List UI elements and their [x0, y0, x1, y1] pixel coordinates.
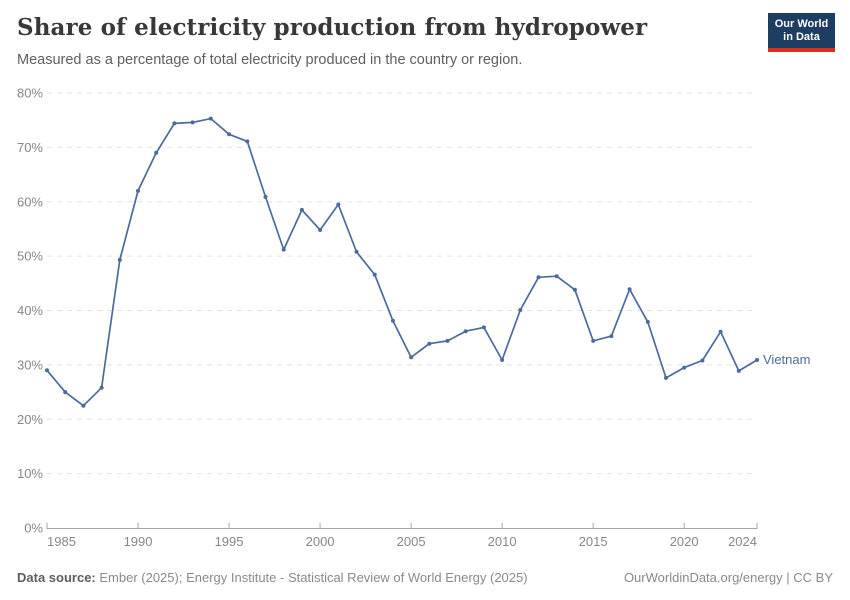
data-point — [208, 116, 213, 121]
data-point — [682, 365, 687, 370]
x-tick-label-2020: 2020 — [670, 534, 699, 549]
data-point — [700, 358, 705, 363]
data-point — [718, 329, 723, 334]
y-tick-label-60: 60% — [17, 194, 43, 209]
data-source-note: Data source: Ember (2025); Energy Instit… — [17, 570, 528, 585]
license-note: OurWorldinData.org/energy | CC BY — [623, 570, 833, 585]
data-point — [299, 207, 304, 212]
x-tick-label-1990: 1990 — [124, 534, 153, 549]
series-line-vietnam — [46, 117, 758, 407]
x-tick-label-2015: 2015 — [579, 534, 608, 549]
data-point — [245, 139, 250, 144]
data-point — [117, 257, 122, 262]
data-point — [536, 275, 541, 280]
data-point — [427, 341, 432, 346]
data-point — [463, 329, 468, 334]
y-tick-label-20: 20% — [17, 412, 43, 427]
data-point — [154, 150, 159, 155]
data-point — [172, 121, 177, 126]
data-point — [518, 308, 523, 312]
data-point — [354, 249, 359, 254]
data-point — [609, 334, 614, 339]
owid-logo-line2: in Data — [783, 30, 820, 43]
data-point — [554, 274, 559, 279]
y-tick-label-10: 10% — [17, 466, 43, 481]
x-tick-label-2005: 2005 — [397, 534, 426, 549]
data-point — [445, 338, 450, 343]
data-point — [409, 355, 414, 360]
x-tick-label-2024: 2024 — [728, 534, 757, 549]
data-point — [45, 368, 49, 373]
data-point — [572, 287, 577, 292]
data-point — [481, 325, 486, 330]
data-point — [281, 247, 286, 252]
data-point — [227, 132, 232, 137]
data-point — [263, 194, 268, 199]
data-point — [99, 385, 104, 390]
data-point — [63, 390, 68, 395]
data-point — [627, 287, 632, 292]
data-point — [645, 319, 650, 324]
y-tick-label-70: 70% — [17, 140, 43, 155]
data-point — [336, 202, 341, 207]
owid-logo: Our World in Data — [768, 13, 835, 52]
y-tick-label-50: 50% — [17, 249, 43, 264]
data-point — [591, 338, 596, 343]
y-tick-label-40: 40% — [17, 303, 43, 318]
y-tick-label-30: 30% — [17, 357, 43, 372]
x-tick-label-2010: 2010 — [488, 534, 517, 549]
chart-subtitle: Measured as a percentage of total electr… — [17, 52, 523, 68]
data-point — [664, 375, 668, 380]
data-source-label: Data source: — [17, 570, 96, 585]
data-point — [81, 403, 86, 408]
y-tick-label-0: 0% — [24, 521, 43, 536]
data-point — [736, 368, 741, 373]
data-source-text: Ember (2025); Energy Institute - Statist… — [95, 570, 528, 585]
series-label-vietnam: Vietnam — [763, 352, 810, 367]
owid-logo-line1: Our World — [774, 17, 829, 30]
page-title: Share of electricity production from hyd… — [17, 14, 648, 41]
x-tick-label-2000: 2000 — [306, 534, 335, 549]
y-tick-label-80: 80% — [17, 86, 43, 101]
x-tick-label-1995: 1995 — [215, 534, 244, 549]
data-point — [136, 188, 140, 193]
data-point — [390, 318, 395, 323]
data-point — [500, 358, 505, 362]
data-point — [372, 272, 377, 277]
data-point — [318, 228, 323, 232]
data-point — [190, 120, 195, 125]
line-chart: 0% 10% 20% 30% 40% 50% 60% 70% 80% 1985 1990 1995 20… — [17, 86, 811, 550]
data-point — [755, 358, 759, 362]
x-tick-label-1985: 1985 — [47, 534, 76, 549]
